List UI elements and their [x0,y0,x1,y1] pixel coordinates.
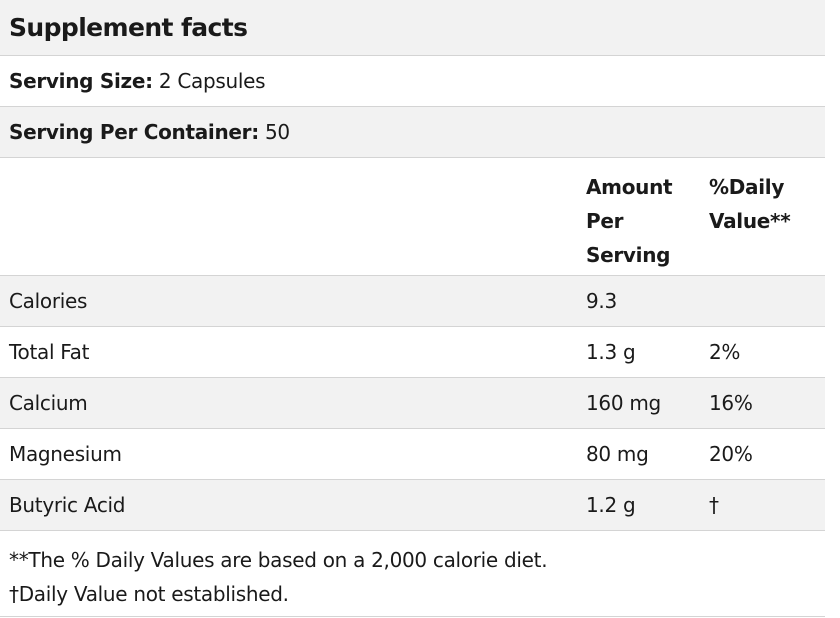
nutrient-amount: 9.3 [586,289,617,313]
nutrient-amount: 160 mg [586,391,661,415]
nutrient-name: Total Fat [9,340,90,364]
header-dv-line: Value** [709,209,791,233]
header-amount-line: Per [586,209,624,233]
nutrient-daily-value: 2% [709,340,741,364]
header-amount-cell: Amount Per Serving [586,170,709,272]
nutrient-daily-value: 16% [709,391,753,415]
nutrient-name: Calories [9,289,88,313]
column-header-row: Amount Per Serving %Daily Value** [0,158,825,276]
footnote: †Daily Value not established. [9,582,289,606]
table-row: Calories 9.3 [0,276,825,327]
header-amount-line: Serving [586,243,671,267]
footnotes: **The % Daily Values are based on a 2,00… [0,531,825,617]
page-title: Supplement facts [9,13,248,42]
serving-size-label: Serving Size: [9,69,153,93]
table-row: Calcium 160 mg 16% [0,378,825,429]
nutrient-name: Magnesium [9,442,122,466]
serving-size-value: 2 Capsules [158,69,266,93]
serving-size-row: Serving Size: 2 Capsules [0,56,825,107]
nutrient-daily-value: 20% [709,442,753,466]
nutrient-daily-value: † [709,493,719,517]
header-amount-line: Amount [586,175,673,199]
nutrient-amount: 80 mg [586,442,649,466]
nutrient-name: Calcium [9,391,88,415]
table-row: Magnesium 80 mg 20% [0,429,825,480]
table-title-row: Supplement facts [0,0,825,56]
servings-per-container-row: Serving Per Container: 50 [0,107,825,158]
footnote: **The % Daily Values are based on a 2,00… [9,548,548,572]
servings-per-container-label: Serving Per Container: [9,120,259,144]
nutrient-name: Butyric Acid [9,493,126,517]
servings-per-container-value: 50 [265,120,290,144]
nutrient-amount: 1.3 g [586,340,636,364]
nutrient-amount: 1.2 g [586,493,636,517]
header-daily-value-cell: %Daily Value** [709,170,825,238]
table-row: Butyric Acid 1.2 g † [0,480,825,531]
header-dv-line: %Daily [709,175,785,199]
table-row: Total Fat 1.3 g 2% [0,327,825,378]
